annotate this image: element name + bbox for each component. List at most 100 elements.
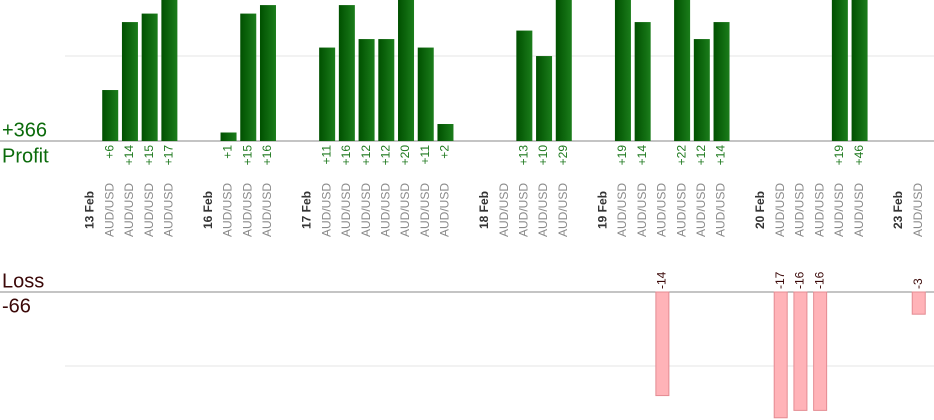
pair-label: AUD/USD [536, 183, 550, 237]
pair-label: AUD/USD [162, 183, 176, 237]
pair-label: AUD/USD [615, 183, 629, 237]
pair-label: AUD/USD [852, 183, 866, 237]
date-label: 19 Feb [595, 191, 609, 229]
pair-label: AUD/USD [714, 183, 728, 237]
pair-label: AUD/USD [339, 183, 353, 237]
date-label: 16 Feb [201, 191, 215, 229]
value-label: +12 [694, 145, 708, 166]
value-label: -16 [793, 271, 807, 289]
value-label: +20 [398, 145, 412, 166]
profit-bar [713, 22, 730, 142]
date-label: 23 Feb [891, 191, 905, 229]
loss-title: Loss [2, 270, 44, 292]
pair-label: AUD/USD [438, 183, 452, 237]
profit-bar [693, 39, 710, 141]
profit-bar [437, 124, 454, 141]
value-label: +1 [221, 145, 235, 159]
profit-bar [358, 39, 375, 141]
pair-label: AUD/USD [517, 183, 531, 237]
value-label: +17 [162, 145, 176, 166]
value-label: +14 [714, 145, 728, 166]
profit-bar [516, 30, 533, 141]
profit-bar [614, 0, 631, 142]
value-label: +11 [319, 145, 333, 165]
value-label: +11 [418, 145, 432, 165]
value-label: +14 [635, 145, 649, 166]
pair-label: AUD/USD [655, 183, 669, 237]
value-label: +6 [102, 145, 116, 159]
value-label: +13 [517, 145, 531, 166]
pair-label: AUD/USD [122, 183, 136, 237]
value-label: +15 [240, 145, 254, 166]
profit-bar [398, 0, 415, 141]
value-label: +29 [556, 145, 570, 166]
date-label: 20 Feb [753, 191, 767, 229]
profit-bar [536, 56, 553, 141]
profit-total: +366 [2, 119, 47, 141]
loss-bar [793, 291, 808, 411]
profit-bar [240, 13, 257, 141]
profit-bar [851, 0, 868, 142]
date-label: 17 Feb [300, 191, 314, 229]
profit-bar [378, 39, 395, 141]
value-label: +12 [378, 145, 392, 166]
profit-bar [338, 5, 355, 141]
pair-label: AUD/USD [319, 183, 333, 237]
value-label: +16 [339, 145, 353, 166]
value-label: +19 [615, 145, 629, 166]
pair-label: AUD/USD [911, 183, 925, 237]
profit-bar [121, 22, 138, 142]
pair-label: AUD/USD [832, 183, 846, 237]
pair-label: AUD/USD [497, 183, 511, 237]
date-label: 13 Feb [83, 191, 97, 229]
value-label: +15 [142, 145, 156, 166]
value-label: -14 [655, 271, 669, 289]
pair-label: AUD/USD [556, 183, 570, 237]
pair-label: AUD/USD [240, 183, 254, 237]
date-label: 18 Feb [477, 191, 491, 229]
value-label: -3 [911, 278, 925, 289]
value-label: +10 [536, 145, 550, 166]
loss-bar [813, 291, 828, 411]
value-label: -16 [812, 271, 826, 289]
loss-bar [773, 291, 788, 419]
profit-bar [220, 132, 237, 141]
value-label: +19 [832, 145, 846, 166]
loss-bar [655, 291, 670, 397]
profit-bar [161, 0, 178, 141]
value-label: +22 [674, 145, 688, 166]
profit-bar [102, 90, 119, 141]
pair-label: AUD/USD [102, 183, 116, 237]
pair-label: AUD/USD [378, 183, 392, 237]
pair-label: AUD/USD [260, 183, 274, 237]
value-label: +46 [852, 145, 866, 166]
pair-label: AUD/USD [773, 183, 787, 237]
profit-bar [417, 47, 434, 141]
profit-bar [831, 0, 848, 142]
profit-bar [141, 13, 158, 141]
profit-bar [259, 5, 276, 141]
value-label: -17 [773, 271, 787, 289]
pair-label: AUD/USD [418, 183, 432, 237]
pair-label: AUD/USD [359, 183, 373, 237]
pair-label: AUD/USD [674, 183, 688, 237]
pair-label: AUD/USD [221, 183, 235, 237]
profit-bar [319, 47, 336, 141]
value-label: +16 [260, 145, 274, 166]
profit-bar [674, 0, 691, 141]
profit-title: Profit [2, 145, 49, 167]
profit-bar [555, 0, 572, 141]
value-label: +12 [359, 145, 373, 166]
pair-label: AUD/USD [793, 183, 807, 237]
profit-bar [634, 22, 651, 142]
value-label: +2 [438, 145, 452, 159]
loss-bar [911, 291, 926, 315]
pair-label: AUD/USD [812, 183, 826, 237]
loss-total: -66 [2, 295, 31, 317]
pair-label: AUD/USD [142, 183, 156, 237]
pair-label: AUD/USD [694, 183, 708, 237]
value-label: +14 [122, 145, 136, 166]
pair-label: AUD/USD [398, 183, 412, 237]
pair-label: AUD/USD [635, 183, 649, 237]
